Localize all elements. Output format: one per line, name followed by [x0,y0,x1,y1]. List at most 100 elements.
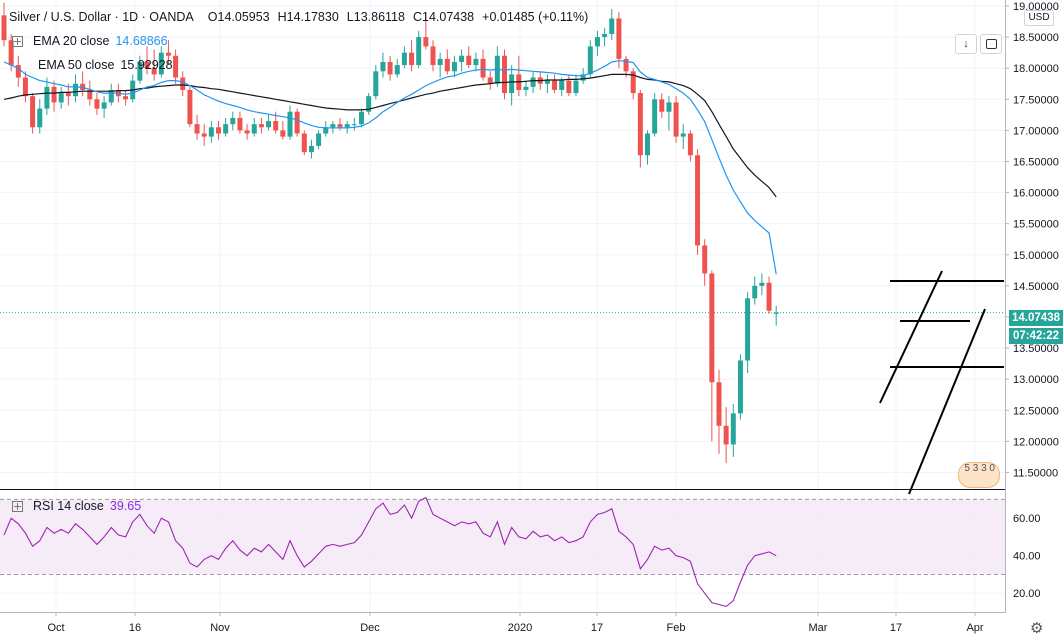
candle[interactable] [773,305,779,326]
candle[interactable] [416,30,422,69]
candle[interactable] [616,12,622,69]
candle[interactable] [323,121,329,137]
candle[interactable] [37,99,43,134]
candle[interactable] [502,49,507,100]
candle[interactable] [695,149,701,255]
candle[interactable] [230,111,236,131]
candle[interactable] [130,74,136,103]
candle[interactable] [487,71,493,90]
candle[interactable] [151,49,157,81]
candle[interactable] [509,65,515,106]
candle[interactable] [51,80,57,112]
drawings[interactable] [879,270,1004,495]
candle[interactable] [745,292,751,373]
candle[interactable] [158,46,164,78]
rsi-line[interactable] [3,496,777,608]
gear-icon[interactable]: ⚙ [1030,620,1044,637]
candle[interactable] [287,105,293,140]
scroll-down-button[interactable]: ↓ [955,34,977,54]
candle[interactable] [344,121,350,134]
candle[interactable] [759,273,765,296]
ema50-legend[interactable]: EMA 50 close 15.92928 [38,58,173,72]
candle[interactable] [437,52,443,78]
candle[interactable] [58,86,64,109]
candle[interactable] [401,46,407,69]
candle[interactable] [394,58,400,78]
candle[interactable] [1,2,7,47]
candle[interactable] [173,49,179,84]
candle[interactable] [480,49,486,81]
candle[interactable] [566,74,572,97]
candle[interactable] [730,404,736,457]
candle[interactable] [737,354,743,420]
collapse-icon[interactable] [12,500,23,512]
candle[interactable] [87,80,93,106]
candle[interactable] [451,55,457,78]
candle[interactable] [194,114,200,140]
candle[interactable] [144,46,150,75]
candle[interactable] [180,71,186,97]
candle[interactable] [766,276,772,314]
trendline-lower[interactable] [908,308,986,495]
candle[interactable] [237,111,243,134]
candle[interactable] [630,68,636,100]
candle[interactable] [216,121,221,140]
candle[interactable] [687,130,693,162]
candle[interactable] [266,114,272,131]
candle[interactable] [165,40,171,66]
candle[interactable] [44,77,50,115]
candle[interactable] [294,108,300,137]
candle[interactable] [459,49,465,72]
candle[interactable] [308,139,314,159]
candle[interactable] [280,121,286,140]
candle[interactable] [594,30,600,56]
candle[interactable] [208,121,214,143]
candle[interactable] [94,93,100,115]
candle[interactable] [366,93,372,115]
candle[interactable] [351,117,357,131]
candle[interactable] [359,108,364,128]
candle[interactable] [123,89,129,106]
candle[interactable] [387,55,393,81]
candle[interactable] [244,124,250,140]
candle[interactable] [22,71,28,103]
candle[interactable] [473,52,479,72]
candle[interactable] [552,74,558,94]
candle[interactable] [666,96,672,131]
trendline-upper[interactable] [879,270,943,404]
candle[interactable] [652,93,658,137]
candle[interactable] [187,86,193,128]
candle[interactable] [494,46,500,87]
candle[interactable] [466,46,472,69]
candle[interactable] [380,52,386,78]
candle[interactable] [423,12,429,50]
candle[interactable] [108,83,114,106]
rsi-legend[interactable]: RSI 14 close 39.65 [12,499,141,513]
ema20-line[interactable] [3,60,777,275]
candle[interactable] [30,93,36,134]
candle[interactable] [587,40,593,78]
candle[interactable] [73,74,78,103]
candle[interactable] [316,130,322,150]
candle[interactable] [430,40,436,72]
collapse-icon[interactable] [12,35,23,47]
candle[interactable] [80,71,86,97]
candle[interactable] [609,9,615,41]
candle[interactable] [251,117,257,137]
candle[interactable] [301,130,307,156]
candle[interactable] [716,369,722,454]
candle[interactable] [673,96,679,143]
candle[interactable] [223,117,229,137]
candle[interactable] [330,121,336,134]
candle[interactable] [752,276,758,305]
notification-badge[interactable]: 5 3 3 0 [958,462,1000,488]
candle[interactable] [723,407,729,464]
candle[interactable] [15,55,21,87]
candle[interactable] [680,124,686,150]
currency-label[interactable]: USD [1024,10,1054,26]
candle[interactable] [559,77,565,97]
candle[interactable] [373,65,379,100]
candle[interactable] [201,124,207,146]
candle[interactable] [444,49,450,75]
candle[interactable] [516,55,522,97]
